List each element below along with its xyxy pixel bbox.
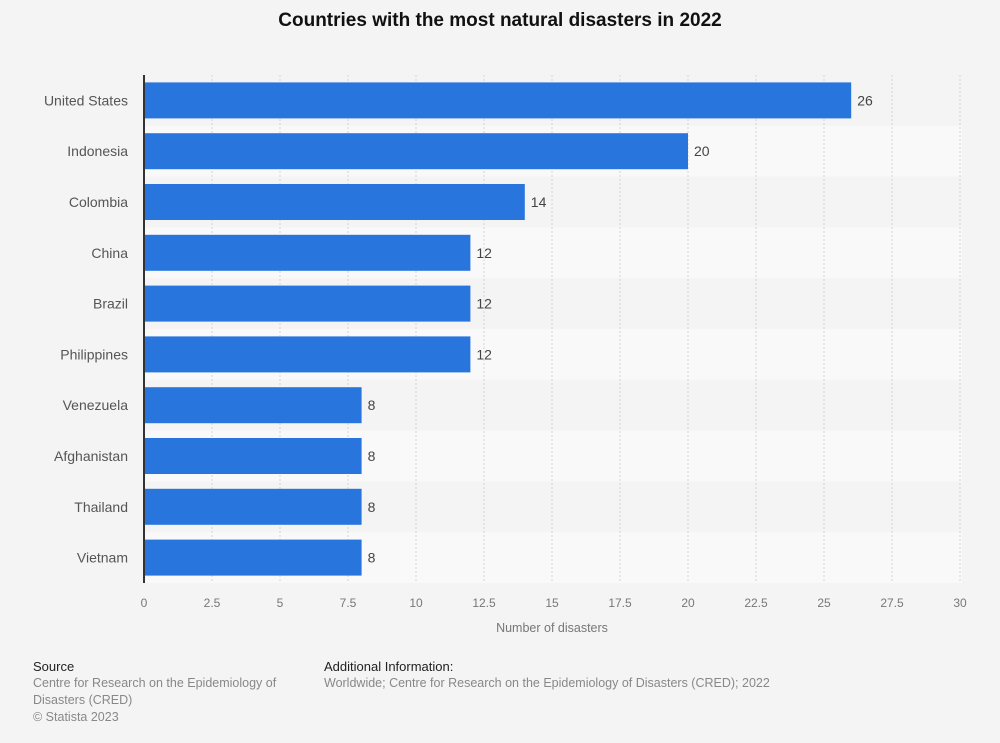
x-axis-title: Number of disasters (496, 621, 608, 635)
copyright-text: © Statista 2023 (33, 710, 119, 724)
additional-info-heading: Additional Information: (324, 659, 454, 674)
value-label: 20 (694, 143, 710, 159)
x-tick-label: 30 (953, 596, 967, 610)
value-label: 26 (857, 92, 873, 108)
x-tick-label: 2.5 (204, 596, 221, 610)
bar (144, 539, 362, 576)
category-label: United States (44, 92, 128, 108)
category-label: Venezuela (63, 397, 129, 413)
category-label: Philippines (60, 346, 128, 362)
x-tick-label: 7.5 (340, 596, 357, 610)
bar (144, 82, 852, 119)
additional-info-text: Worldwide; Centre for Research on the Ep… (324, 676, 770, 690)
x-tick-label: 10 (409, 596, 423, 610)
x-tick-label: 17.5 (608, 596, 632, 610)
bar (144, 184, 525, 220)
bar (144, 285, 471, 322)
bar-chart: United States Indonesia Colombia China Brazi… (44, 75, 967, 635)
value-label: 8 (368, 550, 376, 566)
x-tick-labels: 0 2.5 5 7.5 10 12.5 15 17.5 20 22.5 25 27.5 30 (141, 596, 967, 610)
source-heading: Source (33, 659, 75, 674)
category-label: Vietnam (77, 550, 128, 566)
category-label: Afghanistan (54, 448, 128, 464)
x-tick-label: 25 (817, 596, 831, 610)
category-label: Brazil (93, 296, 128, 312)
bar (144, 488, 362, 525)
category-label: Thailand (74, 499, 128, 515)
value-labels: 26 20 14 12 12 12 8 8 8 8 (368, 92, 873, 565)
value-label: 12 (476, 296, 492, 312)
chart-title: Countries with the most natural disaster… (278, 10, 722, 31)
category-label: China (91, 245, 128, 261)
source-text: Centre for Research on the Epidemiology … (33, 676, 277, 707)
x-tick-label: 12.5 (472, 596, 496, 610)
bar (144, 387, 362, 424)
bar (144, 234, 471, 271)
value-label: 8 (368, 448, 376, 464)
value-label: 8 (368, 499, 376, 515)
value-label: 12 (476, 245, 492, 261)
x-tick-label: 27.5 (880, 596, 904, 610)
x-tick-label: 0 (141, 596, 148, 610)
source-block: Source Centre for Research on the Epidem… (33, 658, 293, 726)
x-tick-label: 20 (681, 596, 695, 610)
bar (144, 133, 688, 170)
x-tick-label: 15 (545, 596, 559, 610)
x-tick-label: 5 (277, 596, 284, 610)
bar (144, 336, 471, 373)
additional-info-block: Additional Information: Worldwide; Centr… (324, 658, 964, 692)
category-labels: United States Indonesia Colombia China Brazi… (44, 92, 128, 565)
value-label: 12 (476, 346, 492, 362)
value-label: 14 (531, 194, 547, 210)
bars (144, 82, 852, 576)
x-tick-label: 22.5 (744, 596, 768, 610)
category-label: Indonesia (67, 143, 128, 159)
category-label: Colombia (69, 194, 128, 210)
value-label: 8 (368, 397, 376, 413)
bar (144, 438, 362, 474)
